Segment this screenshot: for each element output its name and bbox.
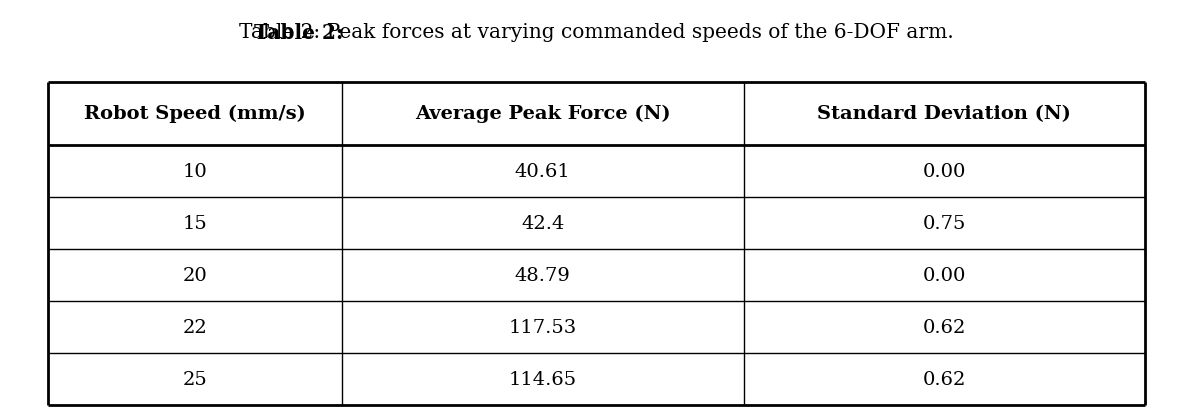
- Text: 117.53: 117.53: [508, 318, 577, 336]
- Text: Table 2: Peak forces at varying commanded speeds of the 6-DOF arm.: Table 2: Peak forces at varying commande…: [239, 23, 954, 42]
- Text: 20: 20: [183, 266, 208, 284]
- Text: 0.62: 0.62: [922, 370, 966, 388]
- Text: 0.75: 0.75: [922, 214, 966, 232]
- Text: 15: 15: [183, 214, 208, 232]
- Text: Table 2:: Table 2:: [254, 23, 344, 43]
- Text: Standard Deviation (N): Standard Deviation (N): [817, 105, 1071, 123]
- Text: 42.4: 42.4: [521, 214, 564, 232]
- Text: 22: 22: [183, 318, 208, 336]
- Text: 0.62: 0.62: [922, 318, 966, 336]
- Text: 114.65: 114.65: [508, 370, 576, 388]
- Text: 40.61: 40.61: [515, 162, 570, 180]
- Text: 10: 10: [183, 162, 208, 180]
- Text: Average Peak Force (N): Average Peak Force (N): [415, 105, 670, 123]
- Text: 0.00: 0.00: [922, 162, 966, 180]
- Text: 25: 25: [183, 370, 208, 388]
- Text: Robot Speed (mm/s): Robot Speed (mm/s): [84, 105, 305, 123]
- Text: 0.00: 0.00: [922, 266, 966, 284]
- Text: 48.79: 48.79: [515, 266, 570, 284]
